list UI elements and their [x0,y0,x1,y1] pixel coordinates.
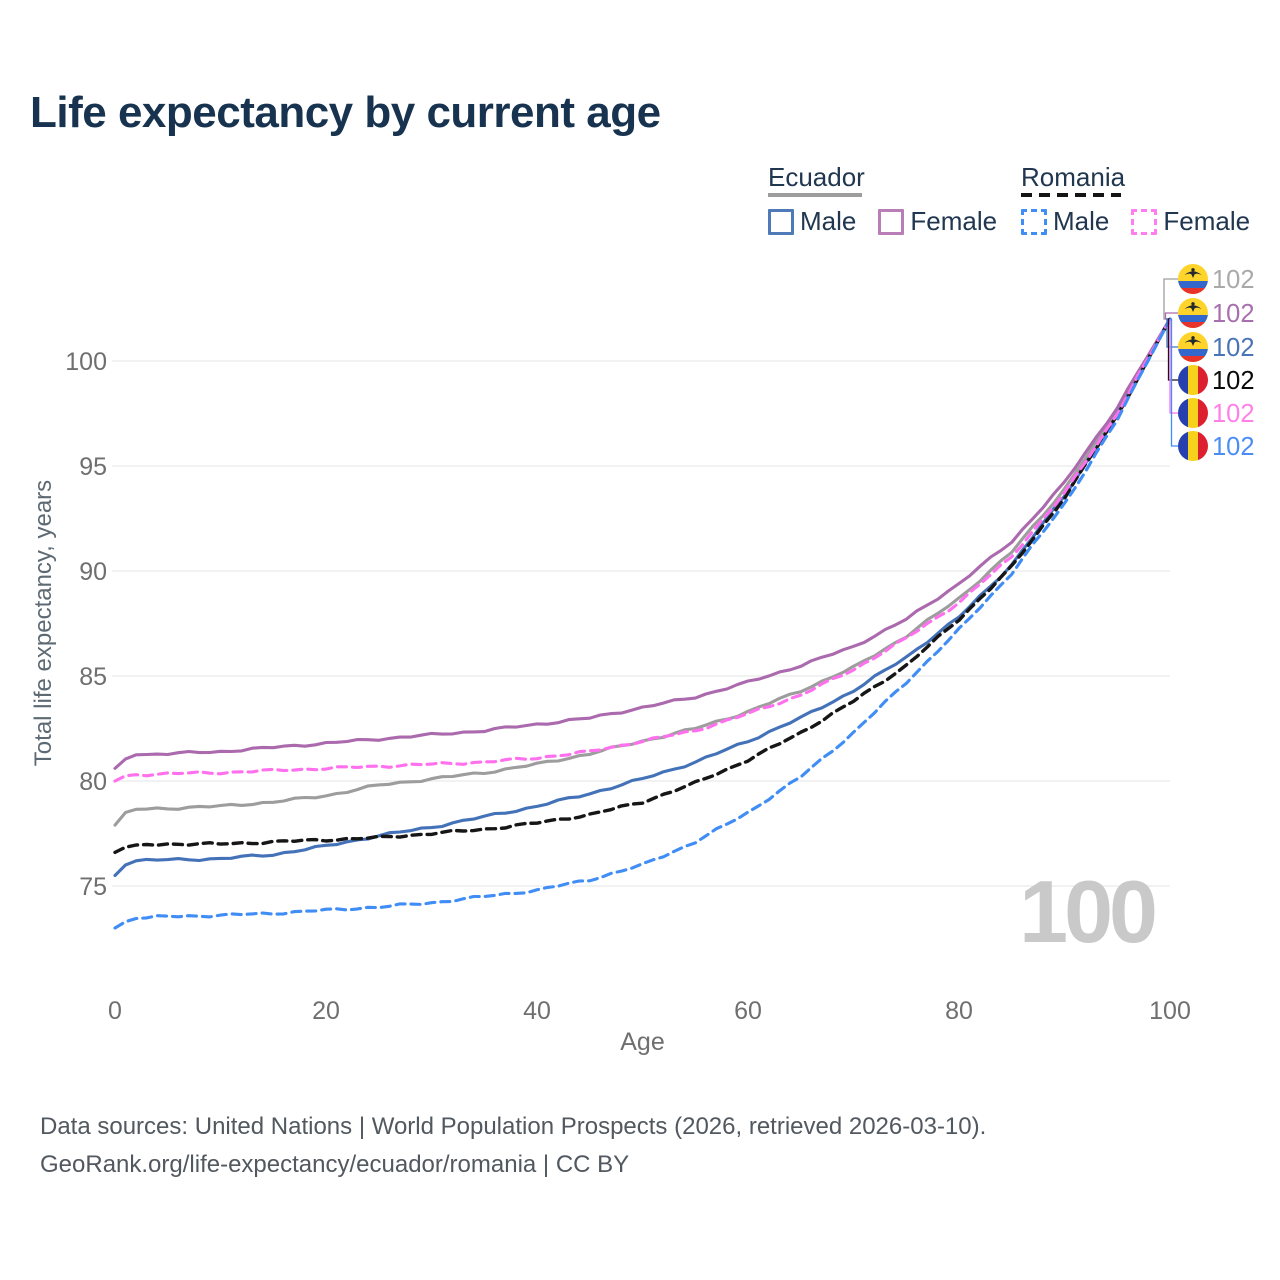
legend-label-ecuador-female: Female [910,206,998,236]
x-tick-label-60: 60 [734,997,762,1025]
x-tick-label-40: 40 [523,997,551,1025]
y-tick-label-80: 80 [79,768,107,796]
data-sources-text: Data sources: United Nations | World Pop… [40,1113,987,1140]
legend-linestyle-romania [1021,193,1121,197]
flag-icon-romania [1178,431,1208,461]
legend-country-romania: Romania [1021,162,1126,192]
end-value-label-romania: 102 [1212,367,1255,395]
end-label-connector [1167,318,1178,381]
y-tick-label-95: 95 [79,453,107,481]
flag-icon-ecuador [1178,264,1208,294]
attribution-text: GeoRank.org/life-expectancy/ecuador/roma… [40,1151,630,1178]
line-ecuador-male[interactable] [113,317,1172,878]
page-title: Life expectancy by current age [30,88,661,137]
legend-group-romania: Romania Male Female [1021,163,1272,237]
end-label-connector [1164,312,1178,320]
y-tick-label-90: 90 [79,558,107,586]
end-value-label-romania-female: 102 [1212,400,1255,428]
legend-swatch-ecuador-male[interactable] [768,208,794,235]
legend-linestyle-ecuador [768,193,862,197]
legend-label-romania-female: Female [1163,206,1251,236]
line-romania[interactable] [113,317,1172,855]
y-tick-label-75: 75 [79,873,107,901]
y-tick-label-85: 85 [79,663,107,691]
end-label-connector [1169,319,1178,414]
legend-group-ecuador: Ecuador Male Female [768,163,1019,237]
age-indicator: 100 [1019,862,1158,961]
legend-swatch-romania-female[interactable] [1131,208,1158,235]
end-value-label-romania-male: 102 [1212,433,1255,461]
x-axis-title: Age [620,1028,665,1056]
flag-icon-ecuador [1178,332,1208,362]
legend-label-romania-male: Male [1053,206,1110,236]
legend-label-ecuador-male: Male [800,206,857,236]
x-tick-label-80: 80 [945,997,973,1025]
end-value-label-ecuador-male: 102 [1212,334,1255,362]
footer: Data sources: United Nations | World Pop… [40,1108,986,1184]
x-tick-label-100: 100 [1149,997,1191,1025]
x-tick-label-20: 20 [312,997,340,1025]
flag-icon-ecuador [1178,298,1208,328]
y-tick-label-100: 100 [65,348,107,376]
line-ecuador-female[interactable] [113,317,1172,770]
legend-swatch-romania-male[interactable] [1021,208,1047,235]
legend-swatch-ecuador-female[interactable] [878,208,905,235]
x-tick-label-0: 0 [108,997,122,1025]
line-romania-female[interactable] [113,317,1172,783]
legend-country-ecuador: Ecuador [768,162,865,192]
line-romania-male[interactable] [113,317,1172,930]
end-value-label-ecuador: 102 [1212,266,1255,294]
flag-icon-romania [1178,398,1208,428]
flag-icon-romania [1178,365,1208,395]
end-value-label-ecuador-female: 102 [1212,300,1255,328]
end-label-connector [1170,318,1178,447]
